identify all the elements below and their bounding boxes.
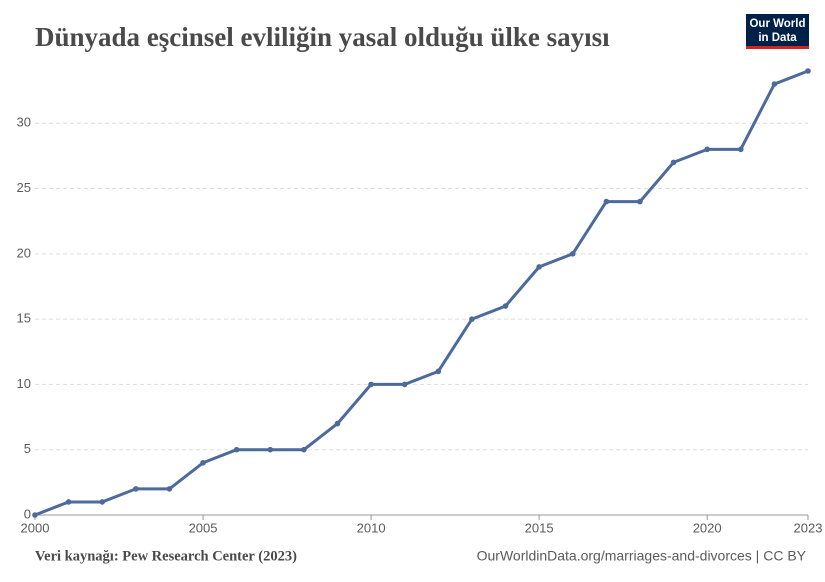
data-point: [435, 368, 442, 375]
logo-underline: [746, 46, 809, 49]
credit-note: OurWorldinData.org/marriages-and-divorce…: [477, 548, 807, 564]
source-note: Veri kaynağı: Pew Research Center (2023): [35, 548, 297, 564]
logo-text: Our World: [749, 18, 805, 30]
data-point: [401, 381, 408, 388]
data-point: [502, 303, 509, 309]
data-point: [469, 316, 475, 322]
data-point: [301, 446, 307, 453]
x-tick-label: 2000: [21, 520, 50, 535]
logo-text: in Data: [758, 32, 797, 44]
y-tick-label: 20: [17, 245, 31, 260]
data-point: [32, 512, 38, 518]
data-point: [368, 381, 374, 388]
logo-box: [746, 14, 809, 48]
data-point: [267, 446, 274, 453]
data-line: [34, 69, 809, 517]
data-point: [569, 251, 576, 257]
data-point: [536, 264, 542, 270]
data-point: [771, 81, 778, 87]
data-point: [99, 499, 106, 505]
data-point: [637, 198, 643, 205]
y-tick-label: 30: [17, 115, 31, 130]
chart-title: Dünyada eşcinsel evliliğin yasal olduğu …: [35, 22, 610, 52]
y-tick-label: 0: [24, 506, 31, 521]
x-tick-label: 2015: [525, 520, 554, 535]
x-tick-label: 2023: [794, 520, 823, 535]
data-point: [670, 159, 677, 166]
y-tick-label: 5: [24, 441, 31, 456]
data-point: [166, 486, 173, 492]
data-point: [603, 198, 610, 205]
y-tick-label: 10: [17, 376, 31, 391]
data-point: [334, 420, 341, 427]
data-point: [704, 146, 710, 153]
data-point: [133, 486, 139, 492]
x-tick-label: 2010: [357, 520, 386, 535]
data-point: [805, 68, 811, 74]
y-tick-label: 25: [17, 180, 31, 195]
x-tick-label: 2020: [693, 520, 722, 535]
y-tick-label: 15: [17, 311, 31, 326]
data-point: [200, 459, 206, 466]
data-point: [233, 446, 240, 453]
data-point: [737, 146, 744, 153]
data-point: [65, 499, 72, 505]
x-tick-label: 2005: [189, 520, 218, 535]
